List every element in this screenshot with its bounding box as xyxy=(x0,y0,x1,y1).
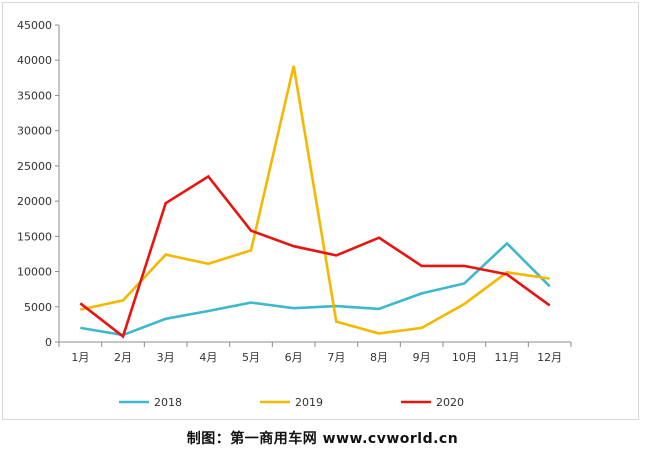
x-tick-label: 2月 xyxy=(114,351,132,364)
x-tick-label: 11月 xyxy=(495,351,520,364)
legend-label-2018: 2018 xyxy=(154,396,182,409)
x-tick-label: 5月 xyxy=(242,351,260,364)
chart-credit: 制图：第一商用车网 www.cvworld.cn xyxy=(186,431,459,447)
series-lines xyxy=(79,65,551,339)
legend-label-2019: 2019 xyxy=(295,396,323,409)
x-tick-label: 7月 xyxy=(327,351,345,364)
series-line-2020 xyxy=(79,174,551,339)
y-tick-label: 5000 xyxy=(24,301,52,314)
x-tick-label: 6月 xyxy=(285,351,303,364)
x-tick-label: 8月 xyxy=(370,351,388,364)
y-tick-label: 10000 xyxy=(17,266,52,279)
y-tick-label: 40000 xyxy=(17,54,52,67)
x-axis-ticks: 1月 2月 3月 4月 5月 6月 7月 8月 9月 10月 11月 12月 xyxy=(58,342,572,364)
y-tick-label: 0 xyxy=(45,336,52,349)
series-line-2018 xyxy=(80,241,551,337)
x-tick-label: 1月 xyxy=(71,351,89,364)
chart-legend: 2018 2019 2020 xyxy=(119,396,464,409)
x-tick-label: 10月 xyxy=(452,351,477,364)
y-tick-label: 25000 xyxy=(17,160,52,173)
y-tick-label: 15000 xyxy=(17,230,52,243)
series-line-2019 xyxy=(80,65,550,335)
x-tick-label: 9月 xyxy=(413,351,431,364)
x-tick-label: 4月 xyxy=(199,351,217,364)
y-tick-label: 30000 xyxy=(17,125,52,138)
x-tick-label: 3月 xyxy=(157,351,175,364)
line-chart: 0 5000 10000 15000 20000 25000 30000 35000 40000… xyxy=(17,19,572,409)
y-tick-label: 35000 xyxy=(17,89,52,102)
chart-frame: 0 5000 10000 15000 20000 25000 30000 35000 40000… xyxy=(2,2,639,420)
y-axis-ticks: 0 5000 10000 15000 20000 25000 30000 35000 40000… xyxy=(17,19,59,349)
legend-label-2020: 2020 xyxy=(436,396,464,409)
y-tick-label: 45000 xyxy=(17,19,52,32)
x-tick-label: 12月 xyxy=(537,351,562,364)
y-tick-label: 20000 xyxy=(17,195,52,208)
